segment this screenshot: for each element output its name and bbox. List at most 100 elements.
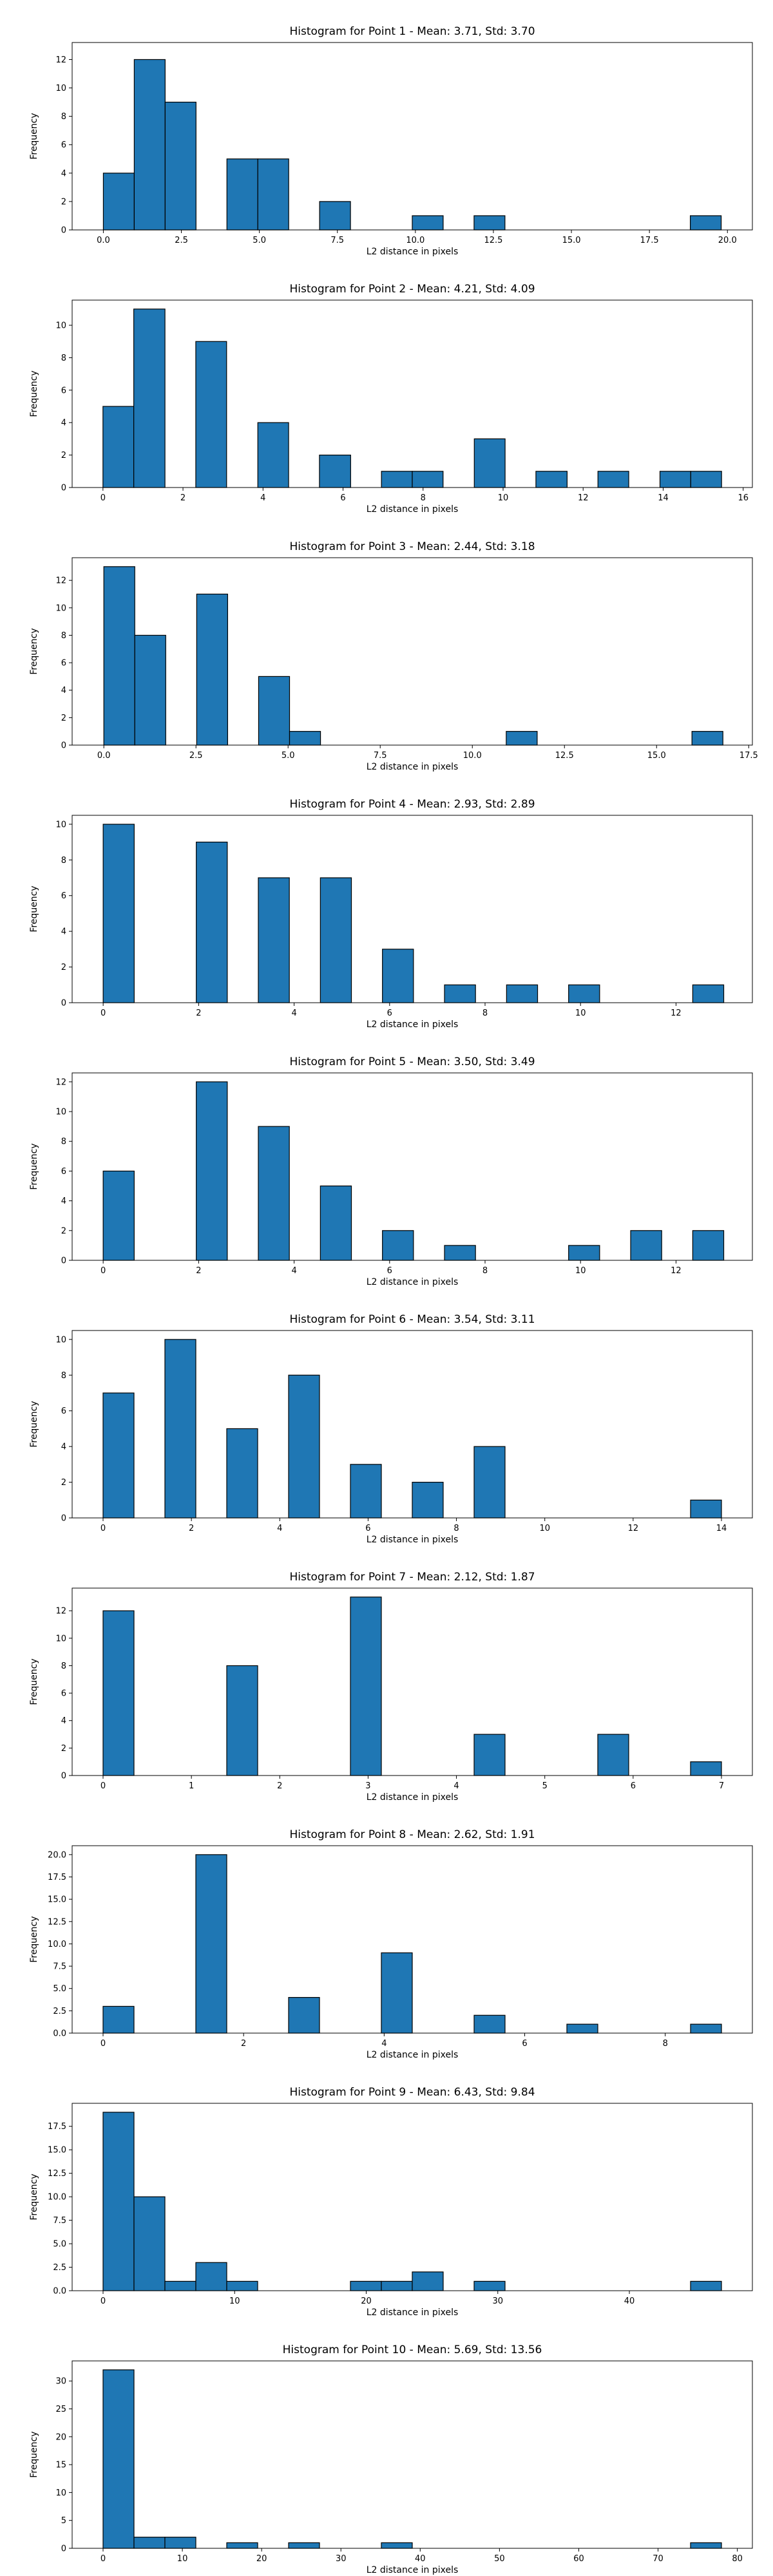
histogram-bar <box>412 215 444 231</box>
y-tick-label: 8 <box>61 1137 66 1147</box>
y-tick-label: 6 <box>61 1689 66 1699</box>
y-tick-label: 4 <box>61 686 66 696</box>
y-tick-label: 12 <box>55 1607 66 1616</box>
y-tick-label: 0 <box>61 226 66 236</box>
x-tick-label: 12.5 <box>555 751 574 761</box>
y-axis-label: Frequency <box>29 113 39 159</box>
y-tick-label: 2 <box>61 451 66 460</box>
y-tick-label: 10.0 <box>48 1940 66 1949</box>
y-axis-label: Frequency <box>29 2431 39 2477</box>
plot-frame <box>72 1587 753 1776</box>
histogram-bar <box>258 676 291 746</box>
histogram-bar <box>473 215 506 231</box>
y-tick-label: 8 <box>61 354 66 363</box>
y-tick-label: 15.0 <box>48 2146 66 2155</box>
x-tick-label: 20 <box>256 2554 267 2564</box>
x-tick-label: 30 <box>336 2554 347 2564</box>
histogram-bar <box>320 877 352 1003</box>
x-tick-label: 12.5 <box>484 236 502 245</box>
plot-frame <box>72 1845 753 2034</box>
x-tick-label: 8 <box>421 493 426 503</box>
histogram-bar <box>690 2023 722 2034</box>
histogram-bar <box>566 2023 598 2034</box>
y-tick-label: 4 <box>61 1197 66 1206</box>
y-tick-label: 0.0 <box>53 2029 66 2039</box>
histogram-bar <box>102 1170 135 1261</box>
histogram-bar <box>288 1374 320 1519</box>
y-tick-label: 20 <box>55 2432 66 2442</box>
bars <box>102 59 722 231</box>
y-tick-label: 10 <box>55 1634 66 1643</box>
histogram-bar <box>381 2542 413 2549</box>
histogram-bar <box>381 1952 413 2034</box>
y-tick-label: 5.0 <box>53 2240 66 2249</box>
x-tick-label: 4 <box>291 1009 296 1018</box>
histogram-bar <box>692 1230 725 1261</box>
histogram-bar <box>226 2542 258 2549</box>
plot-frame <box>72 815 753 1003</box>
x-tick-label: 70 <box>653 2554 663 2564</box>
y-tick-label: 17.5 <box>48 1873 66 1882</box>
x-tick-label: 4 <box>381 2039 386 2049</box>
y-tick-label: 4 <box>61 1443 66 1452</box>
histogram-panel-8: Histogram for Point 8 - Mean: 2.62, Std:… <box>0 1803 773 2061</box>
y-tick-label: 7.5 <box>53 1962 66 1972</box>
histogram-bar <box>102 824 135 1003</box>
histogram-bar <box>196 593 229 746</box>
y-tick-label: 15.0 <box>48 1895 66 1905</box>
x-tick-label: 3 <box>365 1781 370 1791</box>
histogram-bar <box>289 731 321 746</box>
x-tick-label: 10 <box>229 2297 240 2306</box>
histogram-bar <box>381 471 413 488</box>
x-tick-label: 5 <box>542 1781 548 1791</box>
y-tick-label: 8 <box>61 1371 66 1381</box>
histogram-panel-6: Histogram for Point 6 - Mean: 3.54, Std:… <box>0 1288 773 1546</box>
histogram-bar <box>133 2537 166 2549</box>
x-axis-label: L2 distance in pixels <box>367 1277 459 1287</box>
x-tick-label: 50 <box>494 2554 505 2564</box>
y-tick-label: 2 <box>61 963 66 972</box>
bars <box>102 1081 725 1261</box>
histogram-bar <box>690 2542 722 2549</box>
histogram-panel-9: Histogram for Point 9 - Mean: 6.43, Std:… <box>0 2061 773 2318</box>
histogram-bar <box>102 173 135 231</box>
histogram-bar <box>196 841 228 1003</box>
chart-title: Histogram for Point 6 - Mean: 3.54, Std:… <box>289 1313 535 1326</box>
histogram-bar <box>195 1854 227 2034</box>
histogram-bar <box>350 1596 382 1776</box>
bars <box>102 824 725 1003</box>
histogram-bar <box>690 1761 722 1776</box>
x-tick-label: 8 <box>482 1266 488 1276</box>
chart-title: Histogram for Point 2 - Mean: 4.21, Std:… <box>289 283 535 296</box>
x-tick-label: 10 <box>539 1524 550 1533</box>
y-tick-label: 5 <box>61 2516 66 2526</box>
histogram-svg: Histogram for Point 10 - Mean: 5.69, Std… <box>29 2344 753 2575</box>
histogram-bar <box>412 1481 444 1519</box>
x-tick-label: 4 <box>260 493 265 503</box>
y-tick-label: 4 <box>61 927 66 937</box>
chart-title: Histogram for Point 5 - Mean: 3.50, Std:… <box>289 1056 535 1068</box>
y-tick-label: 2 <box>61 197 66 207</box>
y-tick-label: 2 <box>61 1744 66 1754</box>
y-tick-label: 10 <box>55 321 66 331</box>
x-tick-label: 6 <box>522 2039 527 2049</box>
x-tick-label: 2 <box>196 1266 201 1276</box>
histogram-bar <box>103 566 135 746</box>
x-tick-label: 6 <box>365 1524 370 1533</box>
y-tick-label: 0.0 <box>53 2287 66 2297</box>
x-tick-label: 6 <box>340 493 345 503</box>
y-tick-label: 2 <box>61 1226 66 1236</box>
y-axis-label: Frequency <box>29 2174 39 2220</box>
plot-frame <box>72 299 753 488</box>
histogram-bar <box>102 2112 135 2291</box>
x-tick-label: 2 <box>241 2039 246 2049</box>
y-tick-label: 0 <box>61 484 66 493</box>
y-tick-label: 0 <box>61 2544 66 2554</box>
x-tick-label: 8 <box>663 2039 668 2049</box>
y-tick-label: 15 <box>55 2461 66 2470</box>
histogram-svg: Histogram for Point 2 - Mean: 4.21, Std:… <box>29 283 753 515</box>
x-tick-label: 0 <box>100 1781 106 1791</box>
bars <box>102 2112 722 2291</box>
x-tick-label: 2 <box>189 1524 194 1533</box>
y-tick-label: 2.5 <box>53 2007 66 2016</box>
